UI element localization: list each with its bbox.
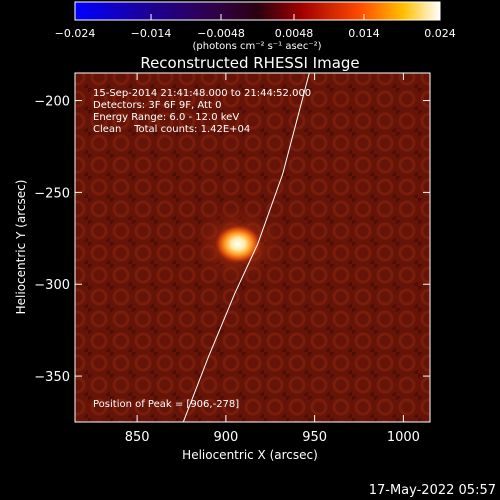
colorbar-tick-label: 0.0048 (275, 27, 314, 40)
y-axis-label: Heliocentric Y (arcsec) (14, 180, 28, 315)
y-tick-label: −250 (34, 186, 70, 201)
colorbar-ticks: −0.024 −0.014 −0.0048 0.0048 0.014 0.024 (55, 14, 456, 40)
x-tick-label: 900 (213, 430, 238, 445)
colorbar-gradient (74, 1, 441, 21)
footer-timestamp: 17-May-2022 05:57 (369, 483, 496, 498)
image-area (75, 73, 430, 422)
solar-limb-line (182, 73, 310, 422)
colorbar-units: (photons cm⁻² s⁻¹ asec⁻²) (192, 41, 321, 52)
annotation-time: 15-Sep-2014 21:41:48.000 to 21:44:52.000 (93, 88, 311, 99)
annotation-peak-position: Position of Peak = [906,-278] (93, 399, 239, 410)
annotations: 15-Sep-2014 21:41:48.000 to 21:44:52.000… (93, 88, 311, 410)
colorbar-tick-label: −0.024 (55, 27, 96, 40)
colorbar: −0.024 −0.014 −0.0048 0.0048 0.014 0.024 (pho… (55, 1, 456, 52)
x-axis: 850 900 950 1000 (125, 73, 420, 445)
chart-title: Reconstructed RHESSI Image (140, 54, 359, 72)
colorbar-tick-label: −0.0048 (197, 27, 245, 40)
colorbar-tick-label: 0.024 (424, 27, 456, 40)
colorbar-tick-label: −0.014 (131, 27, 172, 40)
plot-frame (74, 72, 431, 423)
annotation-detectors: Detectors: 3F 6F 9F, Att 0 (93, 100, 221, 111)
x-tick-label: 850 (125, 430, 150, 445)
x-tick-label: 950 (302, 430, 327, 445)
x-axis-label: Heliocentric X (arcsec) (182, 448, 318, 462)
x-tick-label: 1000 (387, 430, 420, 445)
colorbar-tick-label: 0.014 (348, 27, 380, 40)
y-tick-label: −350 (34, 370, 70, 385)
y-tick-label: −300 (34, 278, 70, 293)
annotation-clean: Clean Total counts: 1.42E+04 (93, 124, 250, 135)
annotation-energy: Energy Range: 6.0 - 12.0 keV (93, 112, 239, 123)
y-tick-label: −200 (34, 95, 70, 110)
peak-source (214, 224, 262, 264)
y-axis: −200 −250 −300 −350 (34, 95, 430, 385)
